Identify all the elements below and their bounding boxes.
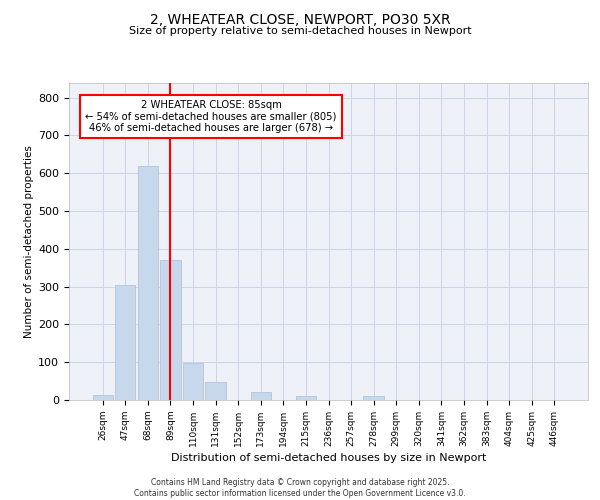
Bar xyxy=(138,166,158,400)
Bar xyxy=(183,364,203,400)
Text: Contains HM Land Registry data © Crown copyright and database right 2025.
Contai: Contains HM Land Registry data © Crown c… xyxy=(134,478,466,498)
Text: 2 WHEATEAR CLOSE: 85sqm
← 54% of semi-detached houses are smaller (805)
46% of s: 2 WHEATEAR CLOSE: 85sqm ← 54% of semi-de… xyxy=(85,100,337,132)
Bar xyxy=(251,392,271,400)
Bar xyxy=(205,382,226,400)
Bar xyxy=(115,284,136,400)
Bar xyxy=(92,396,113,400)
Text: 2, WHEATEAR CLOSE, NEWPORT, PO30 5XR: 2, WHEATEAR CLOSE, NEWPORT, PO30 5XR xyxy=(149,12,451,26)
X-axis label: Distribution of semi-detached houses by size in Newport: Distribution of semi-detached houses by … xyxy=(171,453,486,463)
Bar xyxy=(160,260,181,400)
Bar xyxy=(296,396,316,400)
Bar xyxy=(364,396,384,400)
Text: Size of property relative to semi-detached houses in Newport: Size of property relative to semi-detach… xyxy=(128,26,472,36)
Y-axis label: Number of semi-detached properties: Number of semi-detached properties xyxy=(24,145,34,338)
